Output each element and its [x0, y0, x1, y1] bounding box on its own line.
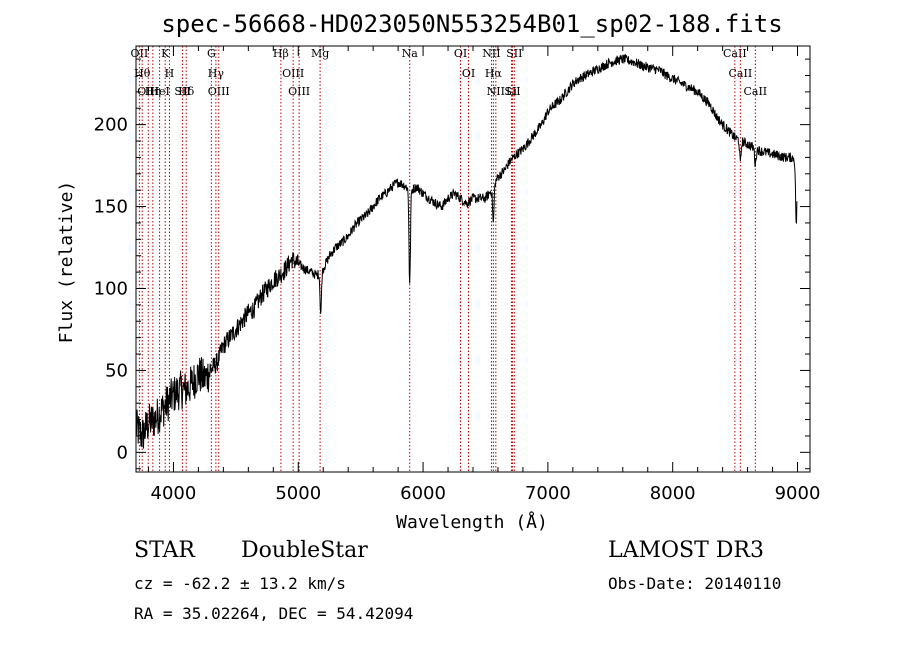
line-marker-label: OIII	[208, 85, 230, 98]
line-marker-label: HeI	[149, 85, 169, 98]
spectrum-line	[135, 53, 798, 449]
line-marker-label: Hβ	[273, 47, 289, 60]
x-tick-label: 4000	[151, 483, 197, 504]
line-marker-label: H	[165, 67, 175, 80]
survey-name: LAMOST DR3	[608, 538, 764, 563]
x-tick-label: 9000	[775, 483, 821, 504]
line-marker-label: OI	[462, 67, 475, 80]
line-marker-label: Hη	[145, 85, 161, 98]
line-marker-label: Hδ	[178, 85, 195, 98]
y-tick-label: 200	[94, 115, 128, 136]
line-marker-label: OIII	[288, 85, 310, 98]
line-marker-label: CaII	[723, 47, 747, 60]
line-marker-label: Li	[506, 85, 517, 98]
line-marker-label: Hα	[485, 67, 503, 80]
y-tick-label: 100	[94, 278, 128, 299]
line-marker-label: SII	[504, 85, 520, 98]
axes: 4000 5000 6000 7000 8000 9000 0 50 100 150 200	[94, 46, 821, 504]
line-marker-label: CaII	[729, 67, 753, 80]
line-marker-label: G	[207, 47, 216, 60]
line-marker-label: Mg	[311, 47, 329, 60]
plot-frame	[135, 45, 811, 473]
object-class: STAR	[134, 538, 195, 563]
x-tick-label: 6000	[400, 483, 446, 504]
x-tick-label: 8000	[650, 483, 696, 504]
y-tick-label: 50	[105, 360, 128, 381]
x-tick-label: 5000	[275, 483, 321, 504]
y-axis-label: Flux (relative)	[56, 181, 77, 344]
x-tick-label: 7000	[525, 483, 571, 504]
line-marker-label: OI	[454, 47, 467, 60]
line-marker-label: Hγ	[208, 67, 225, 80]
emission-line-markers: OIIHθOIIIHηHeIKHSIIHδGHγOIIIHβOIIIOIIIMg…	[131, 46, 767, 472]
line-marker-label: SII	[506, 47, 522, 60]
line-marker-label: CaII	[743, 85, 767, 98]
spectrum-chart: spec-56668-HD023050N553254B01_sp02-188.f…	[56, 10, 821, 533]
x-axis-label: Wavelength (Å)	[396, 511, 548, 533]
line-marker-label: NII	[487, 85, 505, 98]
line-marker-label: OIII	[282, 67, 304, 80]
redshift-value: cz = -62.2 ± 13.2 km/s	[134, 574, 346, 593]
observation-date: Obs-Date: 20140110	[608, 574, 782, 593]
coordinates: RA = 35.02264, DEC = 54.42094	[134, 604, 414, 623]
line-marker-label: Na	[402, 47, 419, 60]
line-marker-label: OII	[131, 47, 149, 60]
y-tick-label: 150	[94, 197, 128, 218]
y-tick-label: 0	[117, 442, 128, 463]
object-subclass: DoubleStar	[241, 538, 368, 563]
line-marker-label: Hθ	[134, 67, 151, 80]
line-marker-label: OIII	[137, 85, 159, 98]
chart-title: spec-56668-HD023050N553254B01_sp02-188.f…	[161, 10, 782, 38]
line-marker-label: K	[161, 47, 170, 60]
